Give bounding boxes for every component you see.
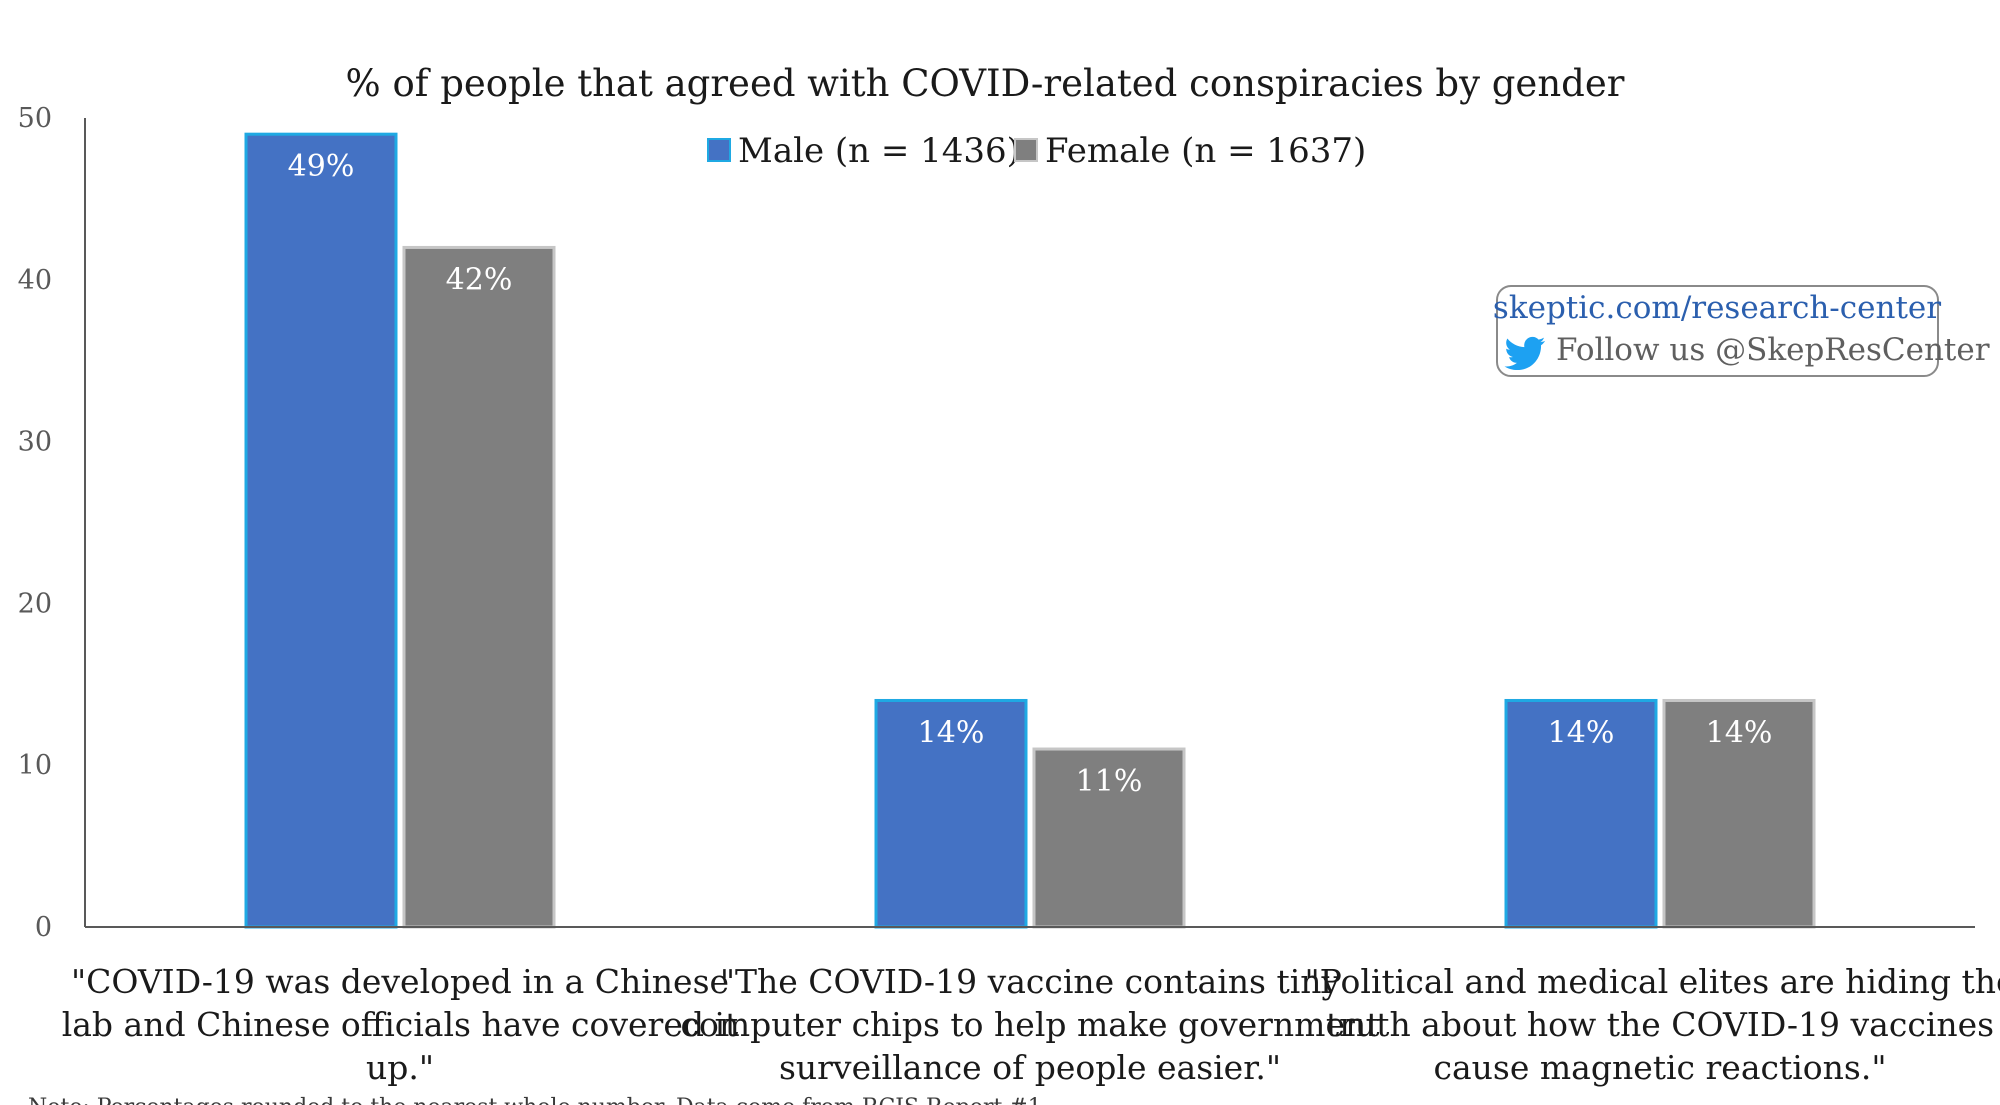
category-labels-group: "COVID-19 was developed in a Chinese lab … (62, 962, 2000, 1087)
y-tick-label: 0 (35, 912, 52, 943)
y-tick-label: 40 (18, 265, 52, 296)
category-label-line: "The COVID-19 vaccine contains tiny (720, 962, 1341, 1001)
category-label-1: "COVID-19 was developed in a Chinese lab … (62, 962, 739, 1087)
data-label-male-1: 49% (288, 149, 355, 184)
y-tick-label: 20 (18, 588, 52, 619)
data-label-female-1: 42% (446, 262, 513, 297)
category-label-line: "Political and medical elites are hiding… (1305, 962, 2000, 1001)
data-label-female-2: 11% (1076, 764, 1143, 799)
category-label-line: cause magnetic reactions." (1433, 1048, 1886, 1087)
bar-female-1 (402, 245, 556, 929)
legend-swatch-male (707, 138, 731, 162)
skeptic-badge: skeptic.com/research-center Follow us @S… (1493, 285, 1990, 377)
data-label-female-3: 14% (1706, 715, 1773, 750)
bar-female-3 (1662, 698, 1816, 929)
category-label-2: "The COVID-19 vaccine contains tiny compu… (681, 962, 1380, 1087)
legend: Male (n = 1436) Female (n = 1637) (707, 131, 1366, 171)
category-label-line: "COVID-19 was developed in a Chinese (71, 962, 729, 1001)
legend-swatch-female (1014, 138, 1038, 162)
y-tick-label: 50 (18, 103, 52, 134)
data-label-male-2: 14% (918, 715, 985, 750)
category-label-line: computer chips to help make government (681, 1005, 1380, 1044)
bar-male-1 (244, 132, 398, 929)
chart-title: % of people that agreed with COVID-relat… (346, 62, 1625, 105)
data-label-male-3: 14% (1548, 715, 1615, 750)
category-label-line: lab and Chinese officials have covered i… (62, 1005, 739, 1044)
bars-group (244, 132, 1816, 929)
y-axis: 0 10 20 30 40 50 (18, 103, 86, 943)
footnote: Note: Percentages rounded to the nearest… (28, 1095, 1049, 1105)
category-label-line: up." (366, 1048, 434, 1087)
badge-follow-text[interactable]: Follow us @SkepResCenter (1556, 332, 1990, 368)
y-tick-label: 30 (18, 427, 52, 458)
twitter-bird-icon (1504, 336, 1546, 371)
y-tick-label: 10 (18, 750, 52, 781)
legend-label-female: Female (n = 1637) (1045, 131, 1366, 171)
category-label-3: "Political and medical elites are hiding… (1305, 962, 2000, 1087)
category-label-line: surveillance of people easier." (779, 1048, 1281, 1087)
data-labels-group: 49% 42% 14% 11% 14% 14% (288, 149, 1773, 799)
badge-frame (1496, 285, 1939, 377)
legend-label-male: Male (n = 1436) (738, 131, 1020, 171)
category-label-line: truth about how the COVID-19 vaccines (1326, 1005, 1994, 1044)
badge-url[interactable]: skeptic.com/research-center (1493, 290, 1941, 326)
bar-female-2 (1032, 747, 1186, 929)
